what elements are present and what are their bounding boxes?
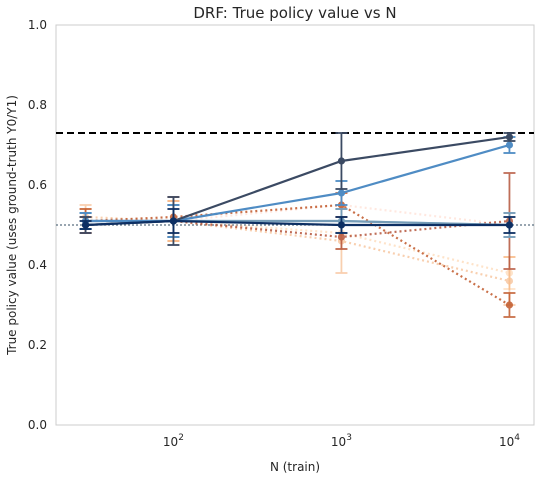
series-line: [85, 219, 510, 275]
x-tick-label: 103: [331, 433, 352, 449]
y-axis-label: True policy value (uses ground-truth Y0/…: [5, 95, 19, 356]
data-point: [337, 233, 346, 241]
series: [79, 200, 516, 290]
y-tick-label: 0.4: [28, 258, 47, 272]
x-tick-exponent: 3: [346, 433, 352, 443]
x-tick-label: 102: [163, 433, 184, 449]
y-tick-label: 0.0: [28, 418, 47, 432]
y-axis-ticks: 0.0 0.2 0.4 0.6 0.8 1.0: [28, 18, 47, 432]
data-point: [81, 221, 90, 229]
x-tick-exponent: 2: [178, 433, 184, 443]
data-point: [505, 221, 514, 229]
x-axis-ticks: 102 103 104: [163, 433, 520, 449]
series-line: [85, 135, 510, 227]
data-point: [505, 141, 514, 149]
series: [79, 200, 516, 306]
series-line: [85, 219, 510, 239]
series: [79, 208, 516, 234]
x-tick-exponent: 4: [514, 433, 520, 443]
x-tick-base: 10: [163, 435, 178, 449]
data-point: [505, 301, 514, 309]
y-tick-label: 0.8: [28, 98, 47, 112]
series-line: [85, 203, 510, 227]
series: [79, 192, 516, 318]
data-point: [505, 269, 514, 277]
reference-lines: [56, 132, 534, 226]
x-axis-label: N (train): [270, 460, 320, 474]
data-point: [505, 133, 514, 141]
series-layer: [79, 132, 516, 318]
data-point: [337, 189, 346, 197]
y-tick-label: 0.6: [28, 178, 47, 192]
data-point: [505, 277, 514, 285]
x-tick-label: 104: [499, 433, 520, 449]
series-line: [85, 143, 510, 223]
data-point: [337, 221, 346, 229]
series: [79, 132, 516, 246]
y-tick-label: 1.0: [28, 18, 47, 32]
chart-title: DRF: True policy value vs N: [193, 4, 396, 22]
y-tick-label: 0.2: [28, 338, 47, 352]
data-point: [169, 217, 178, 225]
x-tick-base: 10: [331, 435, 346, 449]
data-point: [337, 157, 346, 165]
x-tick-base: 10: [499, 435, 514, 449]
series-line: [85, 219, 510, 227]
